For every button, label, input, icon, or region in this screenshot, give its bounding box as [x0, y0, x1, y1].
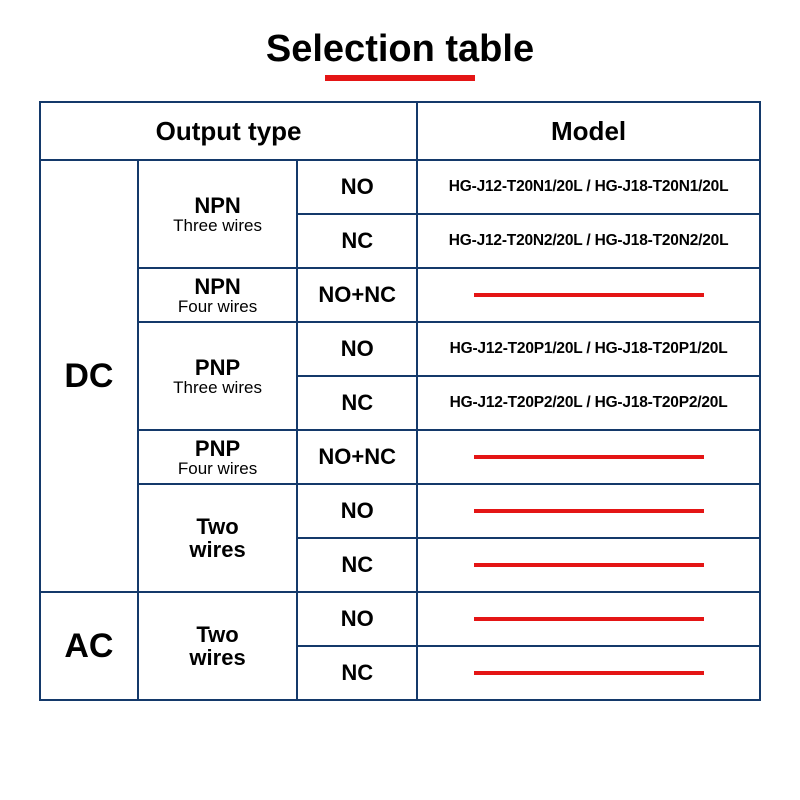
contact-nc-label: NC — [341, 390, 373, 415]
model-two-ac-no-cell — [417, 592, 760, 646]
type-pnp4-sub: Four wires — [139, 460, 297, 478]
power-ac-cell: AC — [40, 592, 138, 700]
type-npn3-cell: NPN Three wires — [138, 160, 298, 268]
contact-nc-cell: NC — [297, 646, 417, 700]
power-dc-cell: DC — [40, 160, 138, 592]
table-row: PNP Three wires NO HG-J12-T20P1/20L / HG… — [40, 322, 760, 376]
type-npn3-main: NPN — [139, 194, 297, 217]
type-pnp3-cell: PNP Three wires — [138, 322, 298, 430]
contact-nonc-label: NO+NC — [318, 282, 396, 307]
model-npn4-cell — [417, 268, 760, 322]
type-two-ac-sub: wires — [139, 646, 297, 669]
contact-no-label: NO — [341, 336, 374, 361]
contact-nonc-cell: NO+NC — [297, 430, 417, 484]
contact-nonc-cell: NO+NC — [297, 268, 417, 322]
type-npn4-sub: Four wires — [139, 298, 297, 316]
model-two-ac-nc-cell — [417, 646, 760, 700]
model-npn3-nc-cell: HG-J12-T20N2/20L / HG-J18-T20N2/20L — [417, 214, 760, 268]
selection-table: Output type Model DC NPN Three wires NO … — [39, 101, 761, 701]
type-pnp4-main: PNP — [139, 437, 297, 460]
redbar-icon — [474, 617, 704, 621]
model-pnp3-no-cell: HG-J12-T20P1/20L / HG-J18-T20P1/20L — [417, 322, 760, 376]
model-two-dc-nc-cell — [417, 538, 760, 592]
title-underline — [325, 75, 475, 81]
model-pnp3-nc-cell: HG-J12-T20P2/20L / HG-J18-T20P2/20L — [417, 376, 760, 430]
redbar-icon — [474, 671, 704, 675]
type-two-ac-main: Two — [139, 623, 297, 646]
contact-no-cell: NO — [297, 592, 417, 646]
model-npn3-nc-text: HG-J12-T20N2/20L / HG-J18-T20N2/20L — [449, 232, 729, 249]
contact-no-label: NO — [341, 606, 374, 631]
model-pnp3-nc-text: HG-J12-T20P2/20L / HG-J18-T20P2/20L — [450, 394, 728, 411]
contact-nc-label: NC — [341, 660, 373, 685]
model-npn3-no-text: HG-J12-T20N1/20L / HG-J18-T20N1/20L — [449, 178, 729, 195]
model-npn3-no-cell: HG-J12-T20N1/20L / HG-J18-T20N1/20L — [417, 160, 760, 214]
contact-no-label: NO — [341, 174, 374, 199]
table-header-row: Output type Model — [40, 102, 760, 160]
type-npn4-cell: NPN Four wires — [138, 268, 298, 322]
power-ac-label: AC — [64, 627, 113, 665]
page-title: Selection table — [0, 28, 800, 71]
type-two-ac-cell: Two wires — [138, 592, 298, 700]
contact-nc-label: NC — [341, 228, 373, 253]
table-row: DC NPN Three wires NO HG-J12-T20N1/20L /… — [40, 160, 760, 214]
contact-nc-cell: NC — [297, 376, 417, 430]
redbar-icon — [474, 455, 704, 459]
table-row: AC Two wires NO — [40, 592, 760, 646]
contact-nonc-label: NO+NC — [318, 444, 396, 469]
type-two-dc-cell: Two wires — [138, 484, 298, 592]
model-pnp3-no-text: HG-J12-T20P1/20L / HG-J18-T20P1/20L — [450, 340, 728, 357]
redbar-icon — [474, 563, 704, 567]
type-pnp3-main: PNP — [139, 356, 297, 379]
model-pnp4-cell — [417, 430, 760, 484]
redbar-icon — [474, 293, 704, 297]
contact-nc-cell: NC — [297, 538, 417, 592]
contact-no-cell: NO — [297, 322, 417, 376]
table-row: PNP Four wires NO+NC — [40, 430, 760, 484]
redbar-icon — [474, 509, 704, 513]
contact-no-cell: NO — [297, 484, 417, 538]
model-two-dc-no-cell — [417, 484, 760, 538]
power-dc-label: DC — [64, 357, 113, 395]
type-pnp3-sub: Three wires — [139, 379, 297, 397]
contact-no-label: NO — [341, 498, 374, 523]
type-pnp4-cell: PNP Four wires — [138, 430, 298, 484]
header-output-type: Output type — [40, 102, 417, 160]
contact-no-cell: NO — [297, 160, 417, 214]
type-two-dc-main: Two — [139, 515, 297, 538]
type-npn4-main: NPN — [139, 275, 297, 298]
contact-nc-label: NC — [341, 552, 373, 577]
type-two-dc-sub: wires — [139, 538, 297, 561]
table-row: Two wires NO — [40, 484, 760, 538]
header-model: Model — [417, 102, 760, 160]
contact-nc-cell: NC — [297, 214, 417, 268]
table-row: NPN Four wires NO+NC — [40, 268, 760, 322]
type-npn3-sub: Three wires — [139, 217, 297, 235]
